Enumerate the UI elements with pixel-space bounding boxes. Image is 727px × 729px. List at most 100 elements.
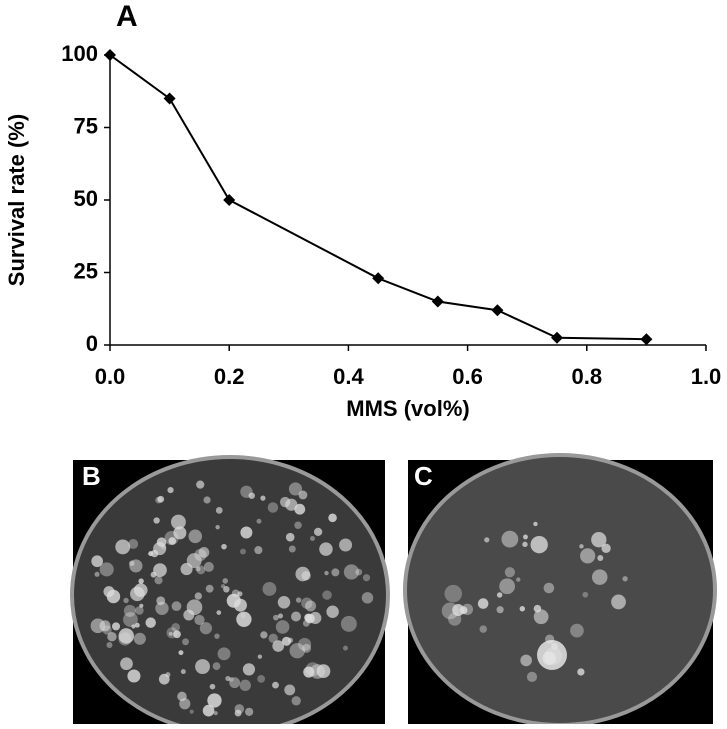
colony (198, 547, 210, 558)
colony (520, 654, 532, 667)
colony (501, 530, 519, 548)
colony (212, 662, 221, 671)
colony (188, 529, 203, 544)
colony (240, 485, 253, 498)
colony (194, 592, 202, 600)
y-tick-label: 75 (74, 113, 98, 138)
colony (579, 544, 584, 549)
colony (362, 574, 371, 582)
data-line (109, 54, 647, 341)
colony (304, 613, 313, 622)
colony (533, 521, 538, 527)
colony (205, 584, 214, 593)
colony (102, 625, 112, 635)
colony (196, 480, 205, 489)
colony (225, 676, 231, 682)
colony (597, 555, 604, 561)
colony (343, 564, 360, 580)
colony (156, 596, 166, 606)
colony (611, 594, 626, 610)
y-tick-label: 100 (61, 41, 98, 66)
colony (99, 562, 114, 577)
colony (186, 553, 202, 569)
colony (183, 609, 195, 621)
colony (139, 603, 144, 608)
colony (254, 546, 263, 555)
colony (189, 709, 194, 714)
colony (145, 617, 156, 628)
colony (275, 620, 290, 634)
colony (522, 541, 528, 548)
colony (257, 675, 266, 683)
colony (461, 603, 474, 615)
colony (288, 545, 296, 553)
colony (239, 679, 251, 692)
colony (242, 663, 256, 676)
colony (519, 606, 526, 612)
colony (530, 535, 548, 554)
colony (302, 643, 312, 653)
data-point (491, 304, 504, 317)
colony (133, 583, 148, 597)
colony (479, 625, 488, 633)
colony (91, 555, 103, 568)
colony (298, 637, 312, 651)
x-tick-label: 0.8 (572, 364, 603, 389)
colony (203, 496, 211, 504)
colony (228, 676, 234, 682)
colony (361, 592, 374, 604)
colony (153, 517, 160, 524)
x-tick-label: 0.0 (95, 364, 126, 389)
colony (182, 638, 189, 646)
colony (339, 538, 353, 552)
colony (171, 622, 181, 632)
colony (158, 673, 170, 685)
colony (516, 577, 521, 582)
colony (295, 597, 302, 603)
colony (135, 606, 144, 615)
colony (484, 537, 490, 543)
colony (526, 671, 538, 682)
colony (268, 633, 278, 644)
colony (134, 622, 140, 628)
colony (273, 614, 279, 621)
colony (582, 591, 589, 598)
colony (195, 659, 210, 674)
colony (316, 664, 331, 678)
colony (223, 586, 230, 593)
x-tick-label: 0.2 (214, 364, 245, 389)
colony (260, 495, 266, 501)
colony (240, 612, 246, 618)
colony (257, 654, 263, 659)
colony (331, 568, 340, 577)
y-tick-label: 25 (74, 258, 98, 283)
colony (477, 598, 489, 609)
data-point (551, 331, 563, 344)
x-tick-label: 0.6 (452, 364, 483, 389)
colony (131, 624, 136, 629)
colony (309, 535, 315, 541)
colony (148, 551, 154, 557)
colony (156, 537, 167, 547)
colony (294, 521, 302, 529)
colony (580, 548, 596, 564)
colony (355, 568, 363, 576)
colony (237, 591, 243, 597)
colony (305, 600, 317, 612)
panel-label: B (82, 461, 101, 491)
colony (496, 592, 503, 598)
colony (277, 596, 291, 609)
colony (277, 613, 284, 619)
colony (260, 631, 268, 639)
colony (295, 566, 311, 582)
colony (111, 622, 121, 631)
data-point (372, 272, 385, 285)
colony (272, 681, 279, 689)
y-tick-label: 50 (74, 186, 98, 211)
colony (155, 496, 162, 504)
colony (577, 668, 585, 676)
petri-dish (70, 455, 390, 729)
colony (284, 684, 296, 696)
colony (173, 526, 187, 540)
colony (245, 707, 254, 716)
